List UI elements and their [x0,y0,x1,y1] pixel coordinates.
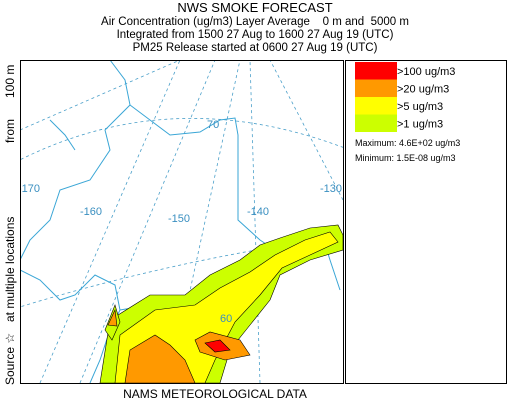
latitude-label: 70 [207,119,219,131]
side-text: Source ☆ [3,333,17,385]
longitude-label: -170 [18,183,40,195]
side-label: Source ☆ at multiple locations from 100 … [3,65,17,385]
latitude-label: 60 [220,313,232,325]
smoke-contours [99,224,343,383]
legend-label: >100 ug/m3 [397,66,455,78]
title: NWS SMOKE FORECAST [177,0,332,15]
side-text: 100 m [3,65,17,98]
legend-label: >20 ug/m3 [397,84,449,96]
map-frame [20,60,344,384]
maximum: Maximum: 4.6E+02 ug/m3 [355,138,460,148]
longitude-label: -130 [320,183,342,195]
longitude-label: -160 [80,206,102,218]
subtitle: PM25 Release started at 0600 27 Aug 19 (… [133,42,378,54]
legend-swatch [355,97,397,115]
legend-swatch [355,114,397,132]
side-text: at multiple locations [3,217,17,322]
legend-swatch [355,62,397,80]
legend: >100 ug/m3 >20 ug/m3 >5 ug/m3 >1 ug/m3 [355,62,455,132]
longitude-label: -150 [168,213,190,225]
minimum: Minimum: 1.5E-08 ug/m3 [355,153,456,163]
side-text: from [3,119,17,143]
legend-label: >5 ug/m3 [397,101,443,113]
subtitle: Integrated from 1500 27 Aug to 1600 27 A… [117,29,394,41]
subtitle: Air Concentration (ug/m3) Layer Average … [101,16,409,28]
map-labels: -170 -160 -150 -140 -130 70 60 [18,119,342,325]
legend-swatch [355,79,397,97]
legend-label: >1 ug/m3 [397,119,443,131]
map: -170 -160 -150 -140 -130 70 60 [18,60,343,383]
longitude-label: -140 [247,206,269,218]
footer: NAMS METEOROLOGICAL DATA [123,387,307,401]
